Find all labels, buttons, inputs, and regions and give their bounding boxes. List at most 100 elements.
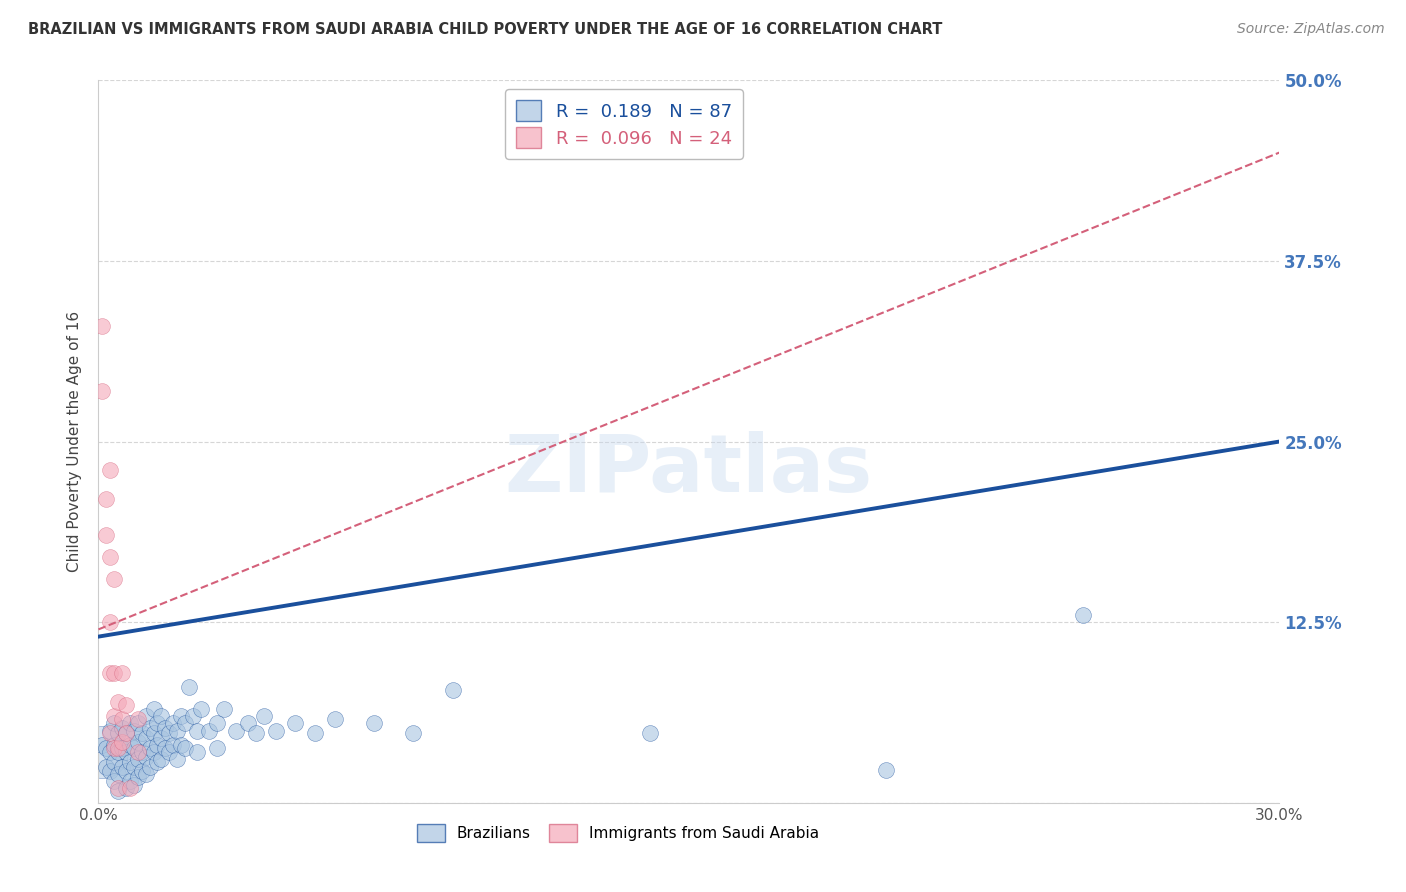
Point	[264, 723, 287, 738]
Point	[150, 731, 173, 745]
Point	[107, 781, 129, 796]
Point	[98, 463, 121, 477]
Point	[142, 745, 165, 759]
Point	[118, 774, 141, 789]
Point	[166, 723, 188, 738]
Point	[103, 572, 125, 586]
Point	[98, 726, 121, 740]
Legend: Brazilians, Immigrants from Saudi Arabia: Brazilians, Immigrants from Saudi Arabia	[409, 816, 827, 849]
Point	[253, 709, 276, 723]
Point	[155, 740, 177, 755]
Point	[107, 726, 129, 740]
Point	[111, 721, 134, 735]
Y-axis label: Child Poverty Under the Age of 16: Child Poverty Under the Age of 16	[67, 311, 83, 572]
Point	[127, 716, 149, 731]
Point	[103, 756, 125, 770]
Point	[127, 735, 149, 749]
Point	[186, 745, 208, 759]
Point	[111, 760, 134, 774]
Point	[190, 702, 212, 716]
Point	[115, 764, 138, 778]
Point	[197, 723, 219, 738]
Point	[103, 716, 125, 731]
Point	[177, 680, 200, 694]
Point	[96, 492, 118, 507]
Point	[96, 528, 118, 542]
Point	[138, 760, 160, 774]
Point	[225, 723, 247, 738]
Point	[115, 745, 138, 759]
Text: ZIPatlas: ZIPatlas	[505, 432, 873, 509]
Point	[157, 726, 180, 740]
Point	[284, 716, 307, 731]
Point	[115, 726, 138, 740]
Point	[98, 615, 121, 630]
Point	[103, 738, 125, 752]
Point	[127, 745, 149, 759]
Point	[91, 318, 114, 333]
Point	[181, 709, 204, 723]
Point	[115, 698, 138, 712]
Point	[111, 735, 134, 749]
Point	[98, 665, 121, 680]
Point	[875, 763, 897, 777]
Point	[107, 745, 129, 759]
Point	[170, 709, 193, 723]
Point	[91, 745, 114, 759]
Point	[103, 709, 125, 723]
Point	[118, 738, 141, 752]
Point	[146, 756, 169, 770]
Point	[96, 760, 118, 774]
Point	[107, 695, 129, 709]
Point	[131, 764, 153, 778]
Point	[441, 683, 464, 698]
Point	[1071, 607, 1094, 622]
Point	[131, 745, 153, 759]
Point	[122, 740, 145, 755]
Point	[214, 702, 236, 716]
Point	[111, 665, 134, 680]
Point	[127, 770, 149, 784]
Point	[127, 712, 149, 726]
Point	[146, 716, 169, 731]
Point	[122, 723, 145, 738]
Point	[91, 738, 114, 752]
Point	[150, 709, 173, 723]
Point	[205, 740, 228, 755]
Point	[174, 740, 197, 755]
Point	[174, 716, 197, 731]
Point	[135, 709, 157, 723]
Point	[186, 723, 208, 738]
Point	[236, 716, 259, 731]
Point	[304, 726, 326, 740]
Point	[402, 726, 425, 740]
Point	[91, 384, 114, 398]
Point	[162, 738, 184, 752]
Point	[638, 726, 661, 740]
Point	[115, 781, 138, 796]
Point	[146, 738, 169, 752]
Point	[111, 712, 134, 726]
Point	[98, 723, 121, 738]
Point	[245, 726, 267, 740]
Point	[122, 760, 145, 774]
Point	[96, 740, 118, 755]
Point	[111, 740, 134, 755]
Point	[127, 752, 149, 766]
Point	[162, 716, 184, 731]
Point	[103, 665, 125, 680]
Point	[138, 721, 160, 735]
Text: Source: ZipAtlas.com: Source: ZipAtlas.com	[1237, 22, 1385, 37]
Point	[155, 721, 177, 735]
Point	[118, 716, 141, 731]
Point	[323, 712, 346, 726]
Point	[135, 731, 157, 745]
Point	[205, 716, 228, 731]
Point	[107, 784, 129, 798]
Point	[142, 726, 165, 740]
Point	[170, 738, 193, 752]
Point	[103, 740, 125, 755]
Point	[118, 756, 141, 770]
Point	[138, 740, 160, 755]
Point	[122, 779, 145, 793]
